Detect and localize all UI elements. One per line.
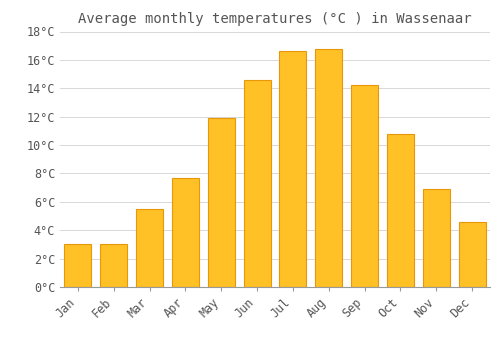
Bar: [136, 209, 163, 287]
Bar: [351, 85, 378, 287]
Bar: [423, 189, 450, 287]
Bar: [387, 134, 414, 287]
Bar: [100, 244, 127, 287]
Title: Average monthly temperatures (°C ) in Wassenaar: Average monthly temperatures (°C ) in Wa…: [78, 12, 472, 26]
Bar: [64, 244, 92, 287]
Bar: [244, 80, 270, 287]
Bar: [458, 222, 485, 287]
Bar: [316, 49, 342, 287]
Bar: [172, 178, 199, 287]
Bar: [208, 118, 234, 287]
Bar: [280, 51, 306, 287]
